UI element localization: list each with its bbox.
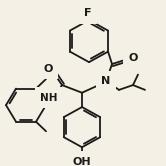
Text: F: F xyxy=(84,8,92,18)
Text: OH: OH xyxy=(73,157,91,166)
Text: O: O xyxy=(43,64,53,74)
Text: N: N xyxy=(101,76,111,86)
Text: NH: NH xyxy=(40,92,58,103)
Text: O: O xyxy=(128,53,138,63)
